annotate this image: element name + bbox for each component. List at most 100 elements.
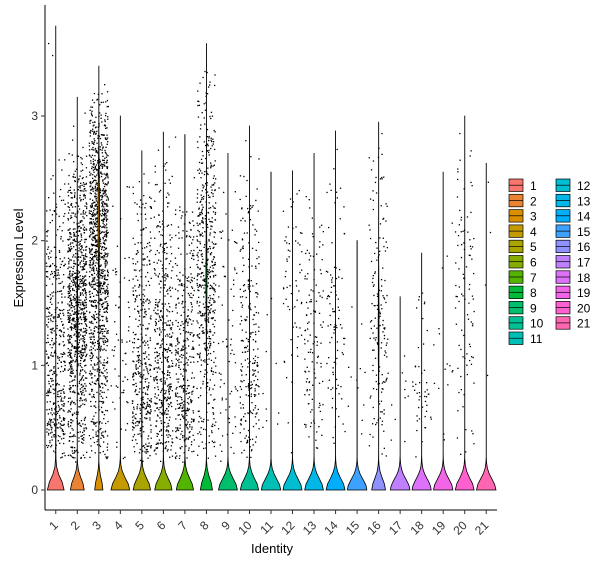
expression-point <box>211 115 214 117</box>
expression-point <box>249 303 251 305</box>
expression-point <box>322 321 324 323</box>
expression-point <box>146 264 148 266</box>
expression-point <box>84 205 86 207</box>
expression-point <box>79 187 81 189</box>
expression-point <box>148 347 150 349</box>
expression-point <box>91 110 93 112</box>
expression-point <box>154 360 156 362</box>
expression-point <box>67 296 69 299</box>
expression-point <box>160 260 162 262</box>
expression-point <box>60 236 62 238</box>
expression-point <box>255 311 257 314</box>
expression-point <box>179 368 182 370</box>
expression-point <box>99 314 101 316</box>
expression-point <box>99 303 101 305</box>
expression-point <box>85 271 88 273</box>
expression-point <box>51 340 53 342</box>
expression-point <box>255 341 257 343</box>
expression-point <box>134 391 136 393</box>
expression-point <box>85 304 87 306</box>
expression-point <box>79 388 81 390</box>
expression-point <box>62 341 64 343</box>
expression-point <box>61 309 63 312</box>
expression-point <box>145 362 147 364</box>
expression-point <box>50 354 52 356</box>
expression-point <box>143 403 145 405</box>
expression-point <box>310 301 312 303</box>
expression-point <box>145 366 147 368</box>
expression-point <box>305 381 308 383</box>
expression-point <box>284 276 286 278</box>
expression-point <box>49 301 52 303</box>
expression-point <box>202 272 204 274</box>
expression-point <box>62 353 64 356</box>
expression-point <box>80 266 82 268</box>
expression-point <box>79 365 81 367</box>
expression-point <box>180 402 182 405</box>
expression-point <box>179 396 181 398</box>
expression-point <box>67 421 70 423</box>
expression-point <box>256 412 258 414</box>
expression-point <box>153 367 155 369</box>
expression-point <box>203 447 205 450</box>
expression-point <box>50 369 53 372</box>
expression-point <box>191 276 193 279</box>
expression-point <box>93 124 95 126</box>
expression-point <box>94 251 96 253</box>
expression-point <box>88 145 91 147</box>
expression-point <box>83 288 86 290</box>
expression-point <box>69 353 71 355</box>
expression-point <box>63 434 65 436</box>
expression-point <box>67 219 70 221</box>
expression-point <box>282 287 285 289</box>
expression-point <box>213 274 215 277</box>
expression-point <box>304 394 306 396</box>
expression-point <box>90 438 92 440</box>
expression-point <box>242 284 245 287</box>
expression-point <box>102 401 105 403</box>
expression-point <box>79 175 81 177</box>
expression-point <box>49 209 51 211</box>
expression-point <box>72 402 75 404</box>
expression-point <box>191 356 193 358</box>
expression-point <box>187 309 189 311</box>
expression-point <box>250 332 252 334</box>
expression-point <box>69 238 71 240</box>
expression-point <box>204 278 206 280</box>
expression-point <box>90 360 92 362</box>
expression-point <box>154 307 156 309</box>
expression-point <box>137 433 139 435</box>
expression-point <box>72 289 74 291</box>
expression-point <box>248 242 250 244</box>
expression-point <box>79 261 81 263</box>
expression-point <box>47 318 50 320</box>
expression-point <box>95 241 97 243</box>
expression-point <box>70 422 73 424</box>
expression-point <box>187 392 189 394</box>
expression-point <box>321 224 323 226</box>
expression-point <box>255 199 257 202</box>
expression-point <box>142 324 144 326</box>
expression-point <box>210 162 212 164</box>
expression-point <box>309 425 312 428</box>
expression-point <box>190 398 192 401</box>
expression-point <box>99 290 102 292</box>
expression-point <box>77 181 79 183</box>
expression-point <box>202 218 204 220</box>
expression-point <box>163 165 165 167</box>
expression-point <box>338 268 341 271</box>
expression-point <box>160 319 162 321</box>
expression-point <box>305 426 307 428</box>
expression-point <box>168 397 170 399</box>
expression-point <box>301 269 303 271</box>
expression-point <box>373 418 375 420</box>
expression-point <box>204 373 206 375</box>
expression-point <box>106 372 108 374</box>
expression-point <box>72 435 74 437</box>
expression-point <box>213 164 215 166</box>
expression-point <box>46 431 48 433</box>
expression-point <box>49 222 51 224</box>
expression-point <box>149 245 151 247</box>
expression-point <box>83 183 85 185</box>
expression-point <box>249 205 252 207</box>
